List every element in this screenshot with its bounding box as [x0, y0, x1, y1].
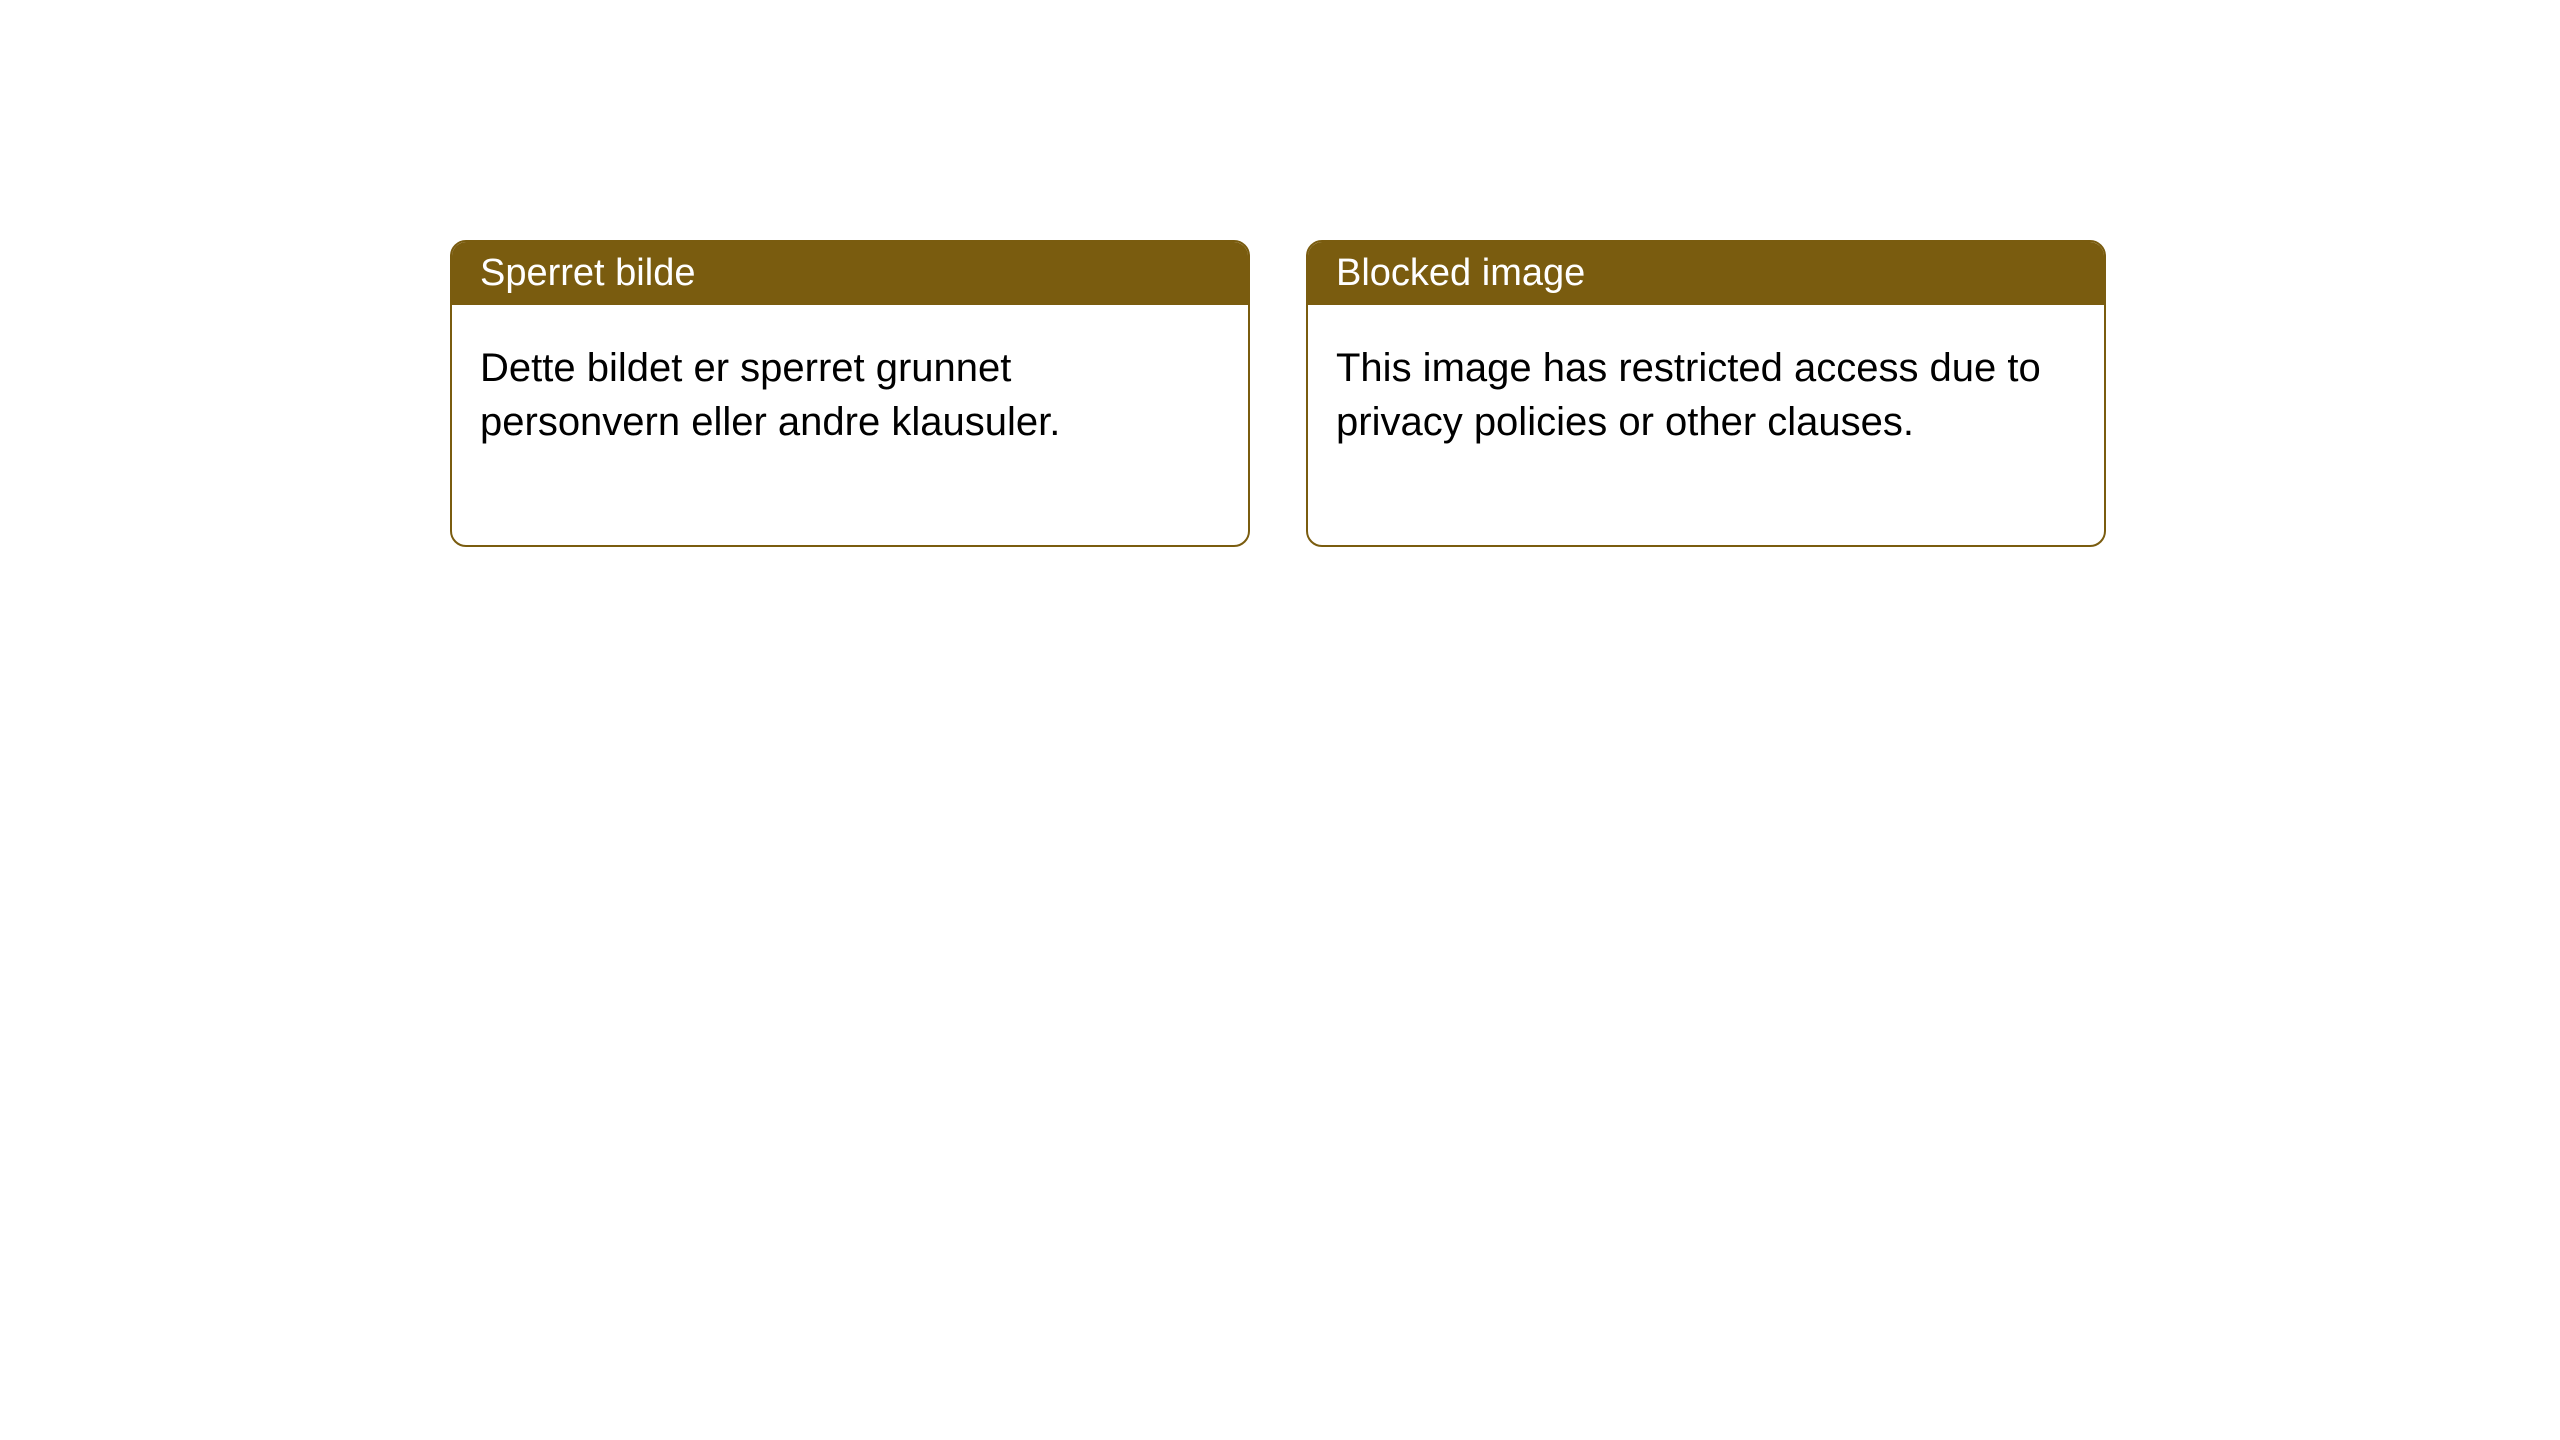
notice-card-title: Blocked image: [1336, 252, 1585, 294]
notice-card-title: Sperret bilde: [480, 252, 695, 294]
notice-card-text: Dette bildet er sperret grunnet personve…: [480, 346, 1060, 444]
notice-card-english: Blocked image This image has restricted …: [1306, 240, 2106, 547]
notice-card-header: Blocked image: [1308, 242, 2104, 305]
notice-cards-container: Sperret bilde Dette bildet er sperret gr…: [450, 240, 2106, 547]
notice-card-body: Dette bildet er sperret grunnet personve…: [452, 305, 1248, 545]
notice-card-norwegian: Sperret bilde Dette bildet er sperret gr…: [450, 240, 1250, 547]
notice-card-text: This image has restricted access due to …: [1336, 346, 2041, 444]
notice-card-body: This image has restricted access due to …: [1308, 305, 2104, 545]
notice-card-header: Sperret bilde: [452, 242, 1248, 305]
